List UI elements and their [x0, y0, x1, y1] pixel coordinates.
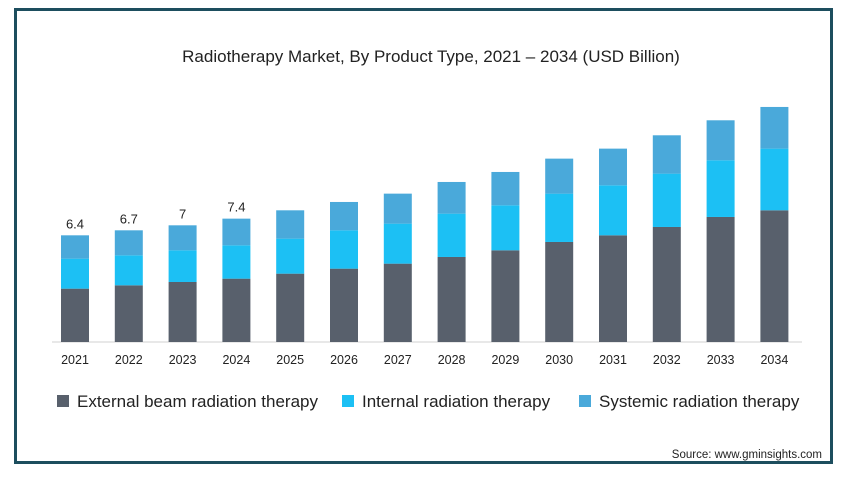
x-tick-label: 2022 — [115, 353, 143, 367]
bar-2029-series-0 — [491, 250, 520, 342]
legend-swatch-0 — [57, 395, 69, 407]
bar-2034-series-0 — [760, 210, 789, 342]
bar-2032-series-2 — [652, 135, 681, 174]
bar-2021-series-2 — [61, 235, 89, 259]
legend-swatch-1 — [342, 395, 354, 407]
bar-2023-series-0 — [168, 281, 197, 342]
bar-2023-series-1 — [168, 250, 197, 282]
bar-2033-series-2 — [706, 120, 735, 161]
bar-2021-series-0 — [61, 288, 89, 342]
bar-2027-series-0 — [383, 263, 412, 342]
bar-2022-series-0 — [114, 285, 143, 342]
bar-2026-series-1 — [330, 230, 358, 269]
x-tick-label: 2026 — [330, 353, 358, 367]
bar-2024-series-1 — [222, 245, 251, 279]
legend-label-2: Systemic radiation therapy — [599, 392, 800, 411]
bars-group — [61, 106, 789, 342]
bar-2032-series-1 — [652, 173, 681, 227]
x-tick-label: 2032 — [653, 353, 681, 367]
bar-2034-series-1 — [760, 148, 789, 211]
bar-2031-series-2 — [599, 148, 627, 186]
bar-2030-series-0 — [545, 241, 574, 342]
x-tick-label: 2024 — [222, 353, 250, 367]
x-tick-label: 2033 — [707, 353, 735, 367]
x-tick-label: 2028 — [438, 353, 466, 367]
bar-2029-series-2 — [491, 171, 520, 206]
data-label: 6.7 — [120, 211, 138, 226]
chart-frame — [14, 8, 833, 464]
legend-label-1: Internal radiation therapy — [362, 392, 551, 411]
chart-title: Radiotherapy Market, By Product Type, 20… — [182, 47, 680, 66]
bar-2023-series-2 — [168, 225, 197, 251]
data-label: 7.4 — [227, 200, 245, 215]
data-labels-group: 6.4 6.7 7 7.4 — [66, 200, 245, 232]
bar-2024-series-2 — [222, 218, 251, 246]
bar-2032-series-0 — [652, 226, 681, 342]
bar-2028-series-2 — [437, 181, 466, 214]
x-tick-label: 2034 — [760, 353, 788, 367]
bar-2024-series-0 — [222, 278, 251, 342]
bar-2033-series-0 — [706, 216, 735, 342]
bar-2026-series-0 — [330, 268, 358, 342]
legend-label-0: External beam radiation therapy — [77, 392, 318, 411]
x-tick-label: 2027 — [384, 353, 412, 367]
bar-2022-series-2 — [114, 230, 143, 256]
legend-swatch-2 — [579, 395, 591, 407]
x-tick-label: 2021 — [61, 353, 89, 367]
bar-2021-series-1 — [61, 258, 89, 289]
bar-2025-series-0 — [276, 273, 305, 342]
source-text: Source: www.gminsights.com — [672, 449, 822, 461]
data-label: 7 — [179, 206, 186, 221]
bar-2030-series-2 — [545, 158, 574, 194]
bar-2033-series-1 — [706, 160, 735, 217]
x-tick-label: 2031 — [599, 353, 627, 367]
bar-2028-series-0 — [437, 256, 466, 342]
x-tick-label: 2029 — [491, 353, 519, 367]
x-tick-label: 2025 — [276, 353, 304, 367]
x-ticks-group: 2021 2022 2023 2024 2025 2026 2027 2028 2029 2030… — [61, 353, 788, 367]
bar-2025-series-1 — [276, 238, 305, 274]
x-tick-label: 2030 — [545, 353, 573, 367]
bar-2029-series-1 — [491, 205, 520, 251]
x-tick-label: 2023 — [169, 353, 197, 367]
bar-2030-series-1 — [545, 193, 574, 242]
bar-2031-series-1 — [599, 185, 627, 236]
bar-2034-series-2 — [760, 106, 789, 149]
bar-2028-series-1 — [437, 213, 466, 257]
bar-2027-series-1 — [383, 223, 412, 264]
legend: External beam radiation therapy Internal … — [57, 392, 800, 411]
bar-2026-series-2 — [330, 201, 358, 231]
bar-2027-series-2 — [383, 193, 412, 224]
bar-2022-series-1 — [114, 255, 143, 286]
data-label: 6.4 — [66, 216, 84, 231]
bar-2031-series-0 — [599, 235, 627, 342]
bar-2025-series-2 — [276, 210, 305, 239]
